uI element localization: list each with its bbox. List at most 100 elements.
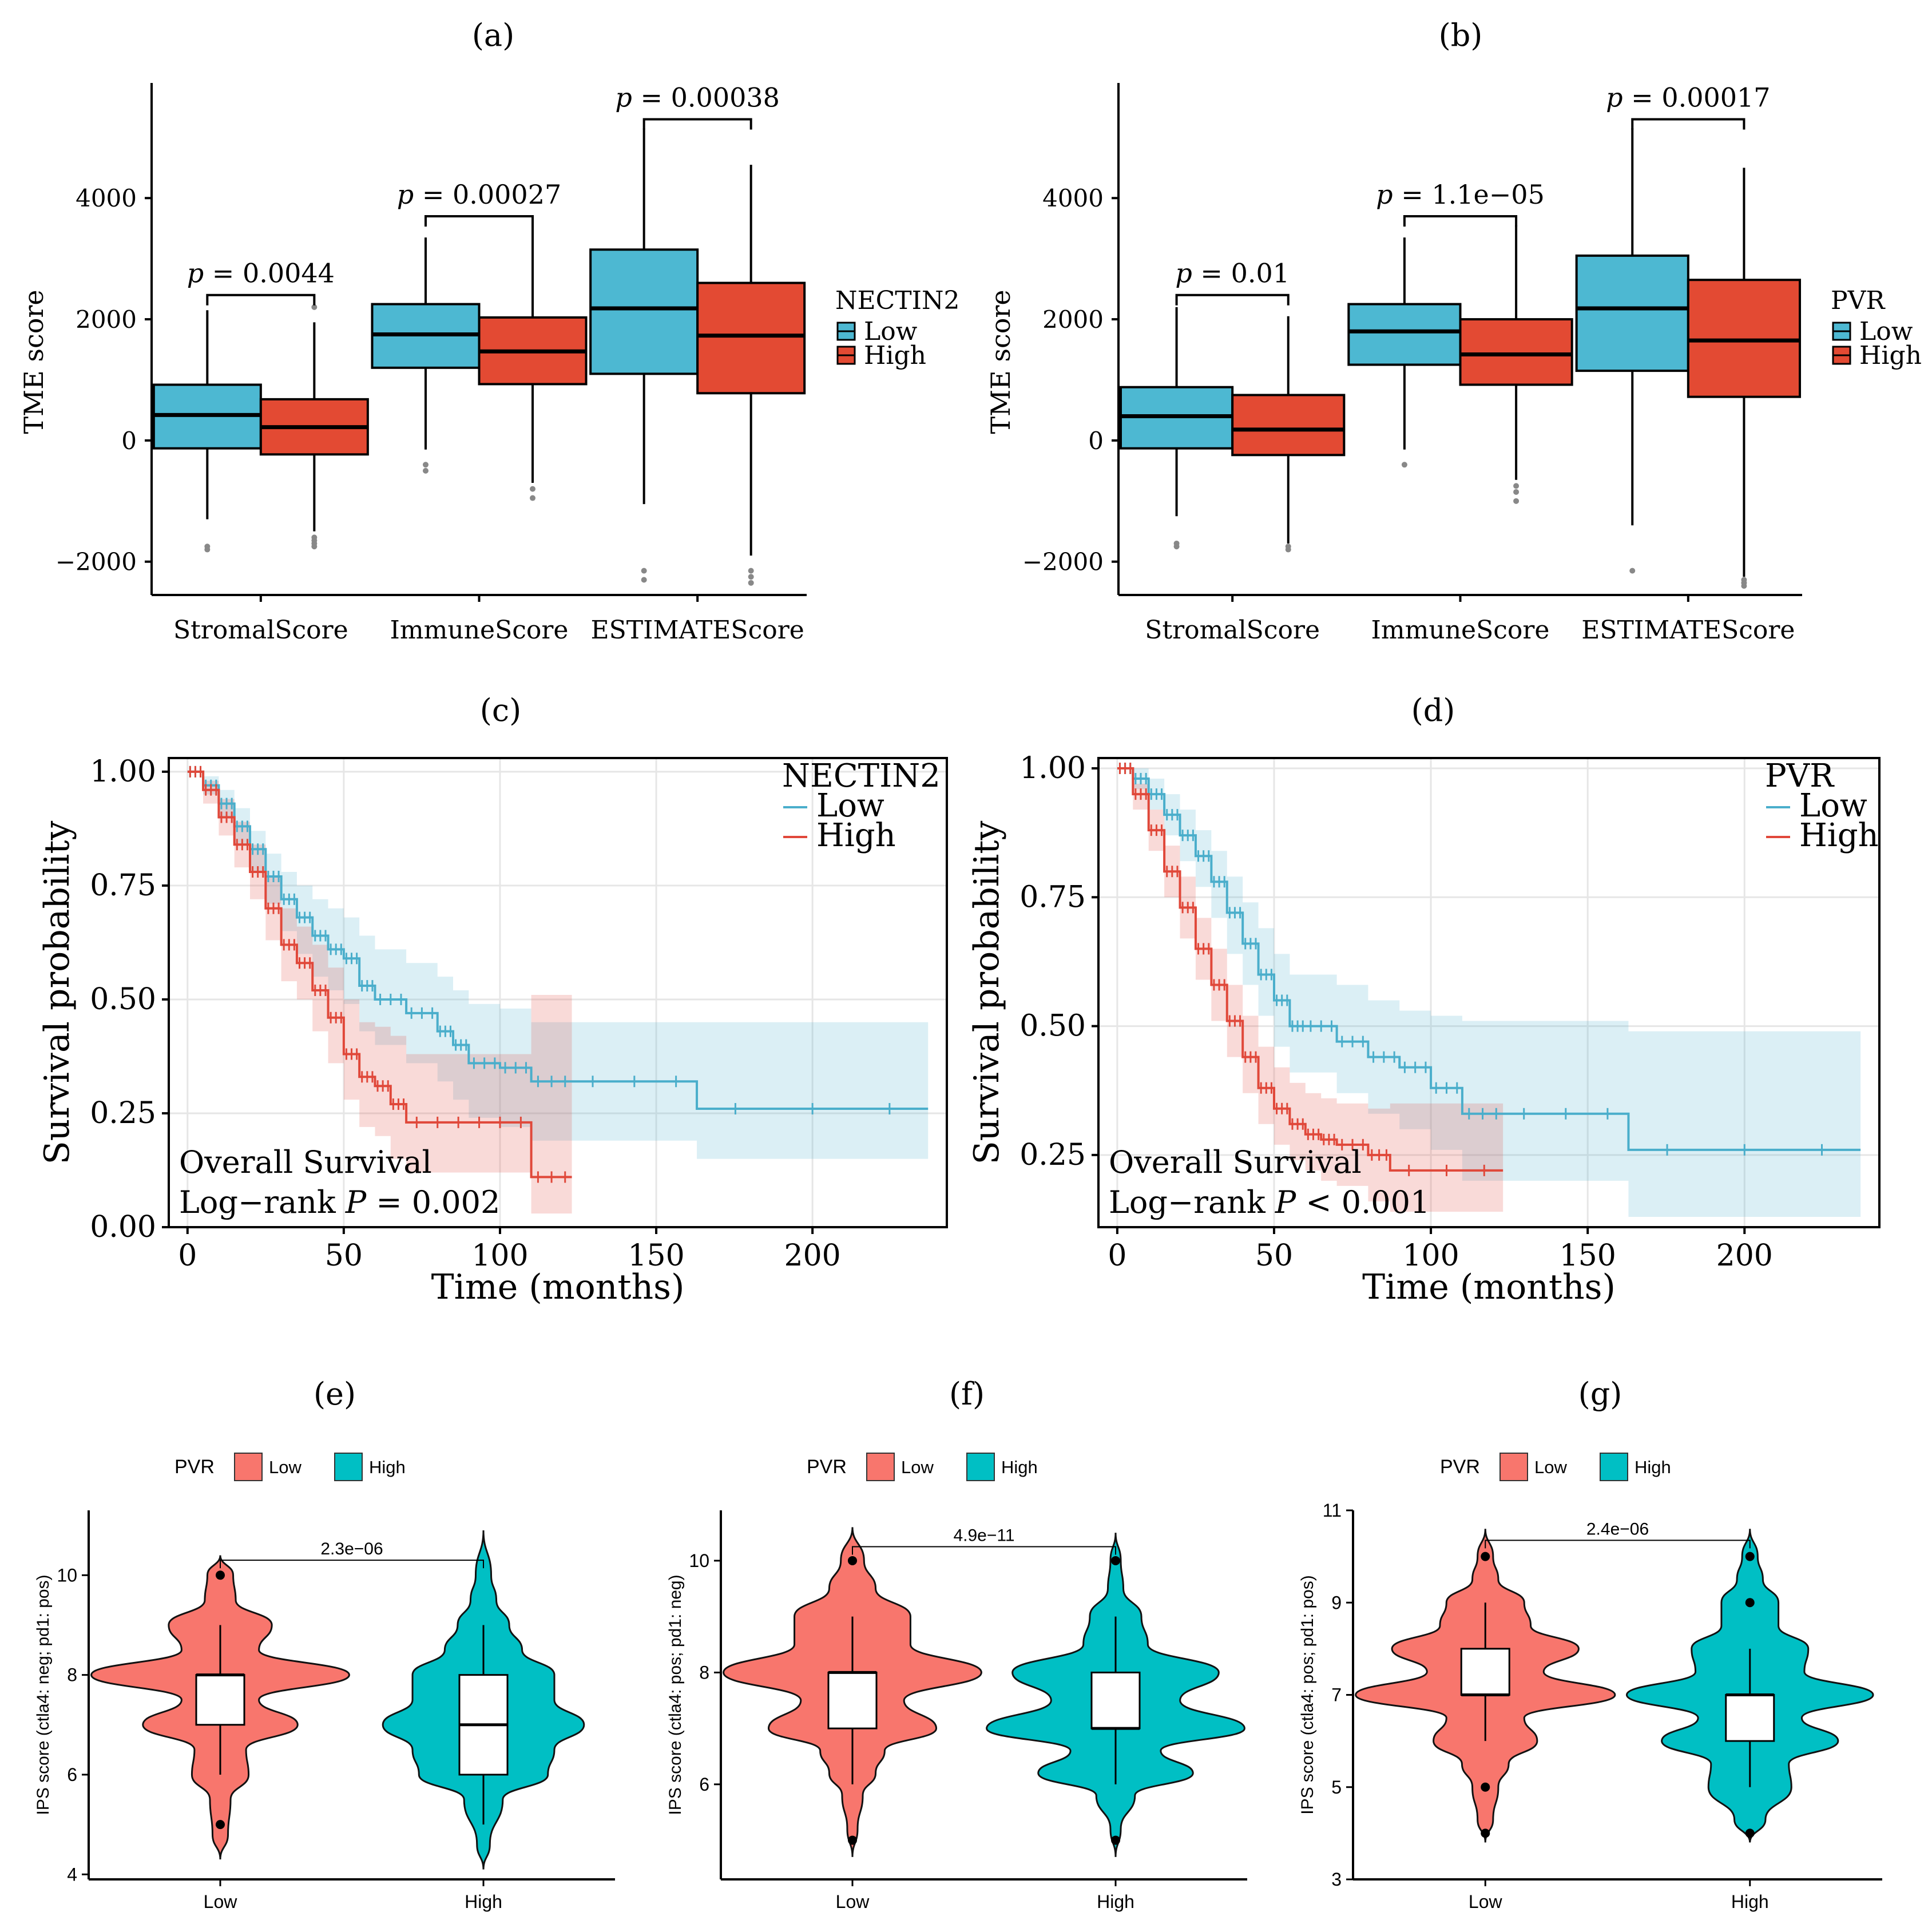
x-tick-label: 200 <box>1716 1239 1773 1273</box>
annotation-logrank: Log−rank P < 0.001 <box>1109 1184 1430 1220</box>
p-value-label: p = 0.00017 <box>1606 82 1770 113</box>
y-tick-label: 0.75 <box>1019 880 1086 914</box>
survival-curve-high <box>187 770 572 1179</box>
confidence-band-high <box>1117 768 1503 1212</box>
box-low <box>195 1674 245 1726</box>
x-tick-label: High <box>1731 1891 1769 1912</box>
y-tick-label: 0.25 <box>1019 1138 1086 1172</box>
survival-panel-c: (c) 0 50 100 150 200 0.00 0.25 0.50 0.75 1.00 Time … <box>37 692 948 1307</box>
outlier-point <box>1481 1782 1490 1792</box>
box-high <box>1231 394 1346 457</box>
outlier-point <box>530 495 536 501</box>
y-axis-label: IPS score (ctla4: neg; pd1: pos) <box>34 1574 53 1815</box>
x-tick-label: Low <box>1469 1891 1503 1912</box>
y-tick-label: 0 <box>121 427 137 455</box>
outlier-point <box>530 486 536 492</box>
x-axis-label: Time (months) <box>431 1267 685 1307</box>
y-axis-label: TME score <box>985 289 1016 434</box>
significance-bracket <box>1403 215 1518 227</box>
x-tick-label: Low <box>204 1891 238 1912</box>
outlier-point <box>1481 1828 1490 1838</box>
legend-label-high: High <box>1001 1457 1038 1477</box>
panel-label: (f) <box>949 1376 985 1412</box>
y-axis-label: Survival probability <box>967 820 1007 1164</box>
x-tick-label: 100 <box>471 1239 528 1273</box>
outlier-point <box>1513 489 1520 495</box>
panel-label: (b) <box>1439 17 1483 53</box>
box-high <box>1725 1694 1775 1742</box>
legend-label-low: Low <box>816 787 884 824</box>
p-value-label: p = 0.00038 <box>615 82 779 113</box>
panel-label: (a) <box>472 17 514 53</box>
outlier-point <box>1741 583 1747 589</box>
outlier-point <box>1745 1552 1755 1561</box>
boxplot-panel-a: (a) −2000 0 2000 4000 TME score StromalScore Im… <box>18 17 960 645</box>
y-tick-label: 6 <box>67 1764 77 1785</box>
y-tick-label: 8 <box>699 1662 709 1683</box>
y-tick-label: 8 <box>67 1665 77 1685</box>
plot-frame <box>1097 757 1881 1228</box>
y-tick-label: 4 <box>67 1864 77 1885</box>
outlier-point <box>748 568 754 574</box>
x-tick-label: 50 <box>325 1239 363 1273</box>
y-tick-label: 6 <box>699 1774 709 1795</box>
legend-label-high: High <box>1859 341 1922 370</box>
x-tick-label: ImmuneScore <box>1371 616 1550 645</box>
x-tick-label: 0 <box>178 1239 197 1273</box>
y-axis-label: Survival probability <box>37 820 77 1164</box>
outlier-point <box>1111 1556 1120 1565</box>
x-tick-label: ESTIMATEScore <box>1581 616 1795 645</box>
y-tick-label: 10 <box>689 1550 709 1571</box>
panel-label: (d) <box>1411 692 1455 728</box>
outlier-point <box>1401 462 1407 468</box>
x-tick-label: ESTIMATEScore <box>591 616 804 645</box>
significance-bracket <box>220 1560 484 1569</box>
y-tick-label: −2000 <box>55 548 137 576</box>
significance-bracket <box>642 118 752 130</box>
significance-bracket <box>1485 1540 1751 1549</box>
y-tick-label: 0 <box>1088 427 1104 455</box>
violin-panel-g: (g) PVR Low High 3 5 7 9 11 IPS score (ctla4: pos… <box>1298 1376 1882 1912</box>
y-tick-label: 1.00 <box>1019 751 1086 786</box>
panel-label: (e) <box>314 1376 356 1412</box>
y-tick-label: 9 <box>1331 1592 1342 1613</box>
survival-panel-d: (d) 0 50 100 150 200 0.25 0.50 0.75 1.00 Time (mon… <box>967 692 1881 1307</box>
outlier-point <box>641 577 647 583</box>
p-value-label: p = 1.1e−05 <box>1376 179 1545 210</box>
box-low <box>1460 1648 1510 1696</box>
box-low <box>1575 254 1689 372</box>
box-low <box>589 248 699 375</box>
legend-label-high: High <box>369 1457 406 1477</box>
legend-label-high: High <box>1799 817 1879 854</box>
outlier-point <box>1173 544 1180 550</box>
x-axis-label: Time (months) <box>1362 1267 1616 1307</box>
p-value-label: 2.4e−06 <box>1586 1520 1649 1538</box>
legend-label-low: Low <box>1799 787 1867 824</box>
outlier-point <box>422 467 429 474</box>
y-tick-label: 11 <box>1323 1500 1342 1521</box>
p-value-label: 2.3e−06 <box>320 1540 383 1558</box>
outlier-point <box>641 568 647 574</box>
y-tick-label: 10 <box>57 1565 77 1585</box>
x-tick-label: High <box>1097 1891 1134 1912</box>
legend-label-high: High <box>816 817 896 854</box>
outlier-point <box>1745 1598 1755 1608</box>
legend-title: NECTIN2 <box>835 286 960 315</box>
box-low <box>1347 303 1462 366</box>
outlier-point <box>1481 1552 1490 1561</box>
outlier-point <box>1111 1835 1120 1845</box>
legend-label-high: High <box>1635 1457 1671 1477</box>
legend-label-low: Low <box>1534 1457 1567 1477</box>
outlier-point <box>748 574 754 580</box>
significance-bracket <box>1175 293 1290 306</box>
x-tick-label: ImmuneScore <box>390 616 569 645</box>
legend-key-low <box>866 1453 895 1481</box>
outlier-point <box>1629 568 1636 574</box>
y-tick-label: 0.75 <box>90 868 156 903</box>
box-high <box>1687 279 1802 398</box>
annotation-logrank: Log−rank P = 0.002 <box>179 1184 500 1220</box>
outlier-point <box>1513 498 1520 504</box>
outlier-point <box>848 1835 857 1845</box>
